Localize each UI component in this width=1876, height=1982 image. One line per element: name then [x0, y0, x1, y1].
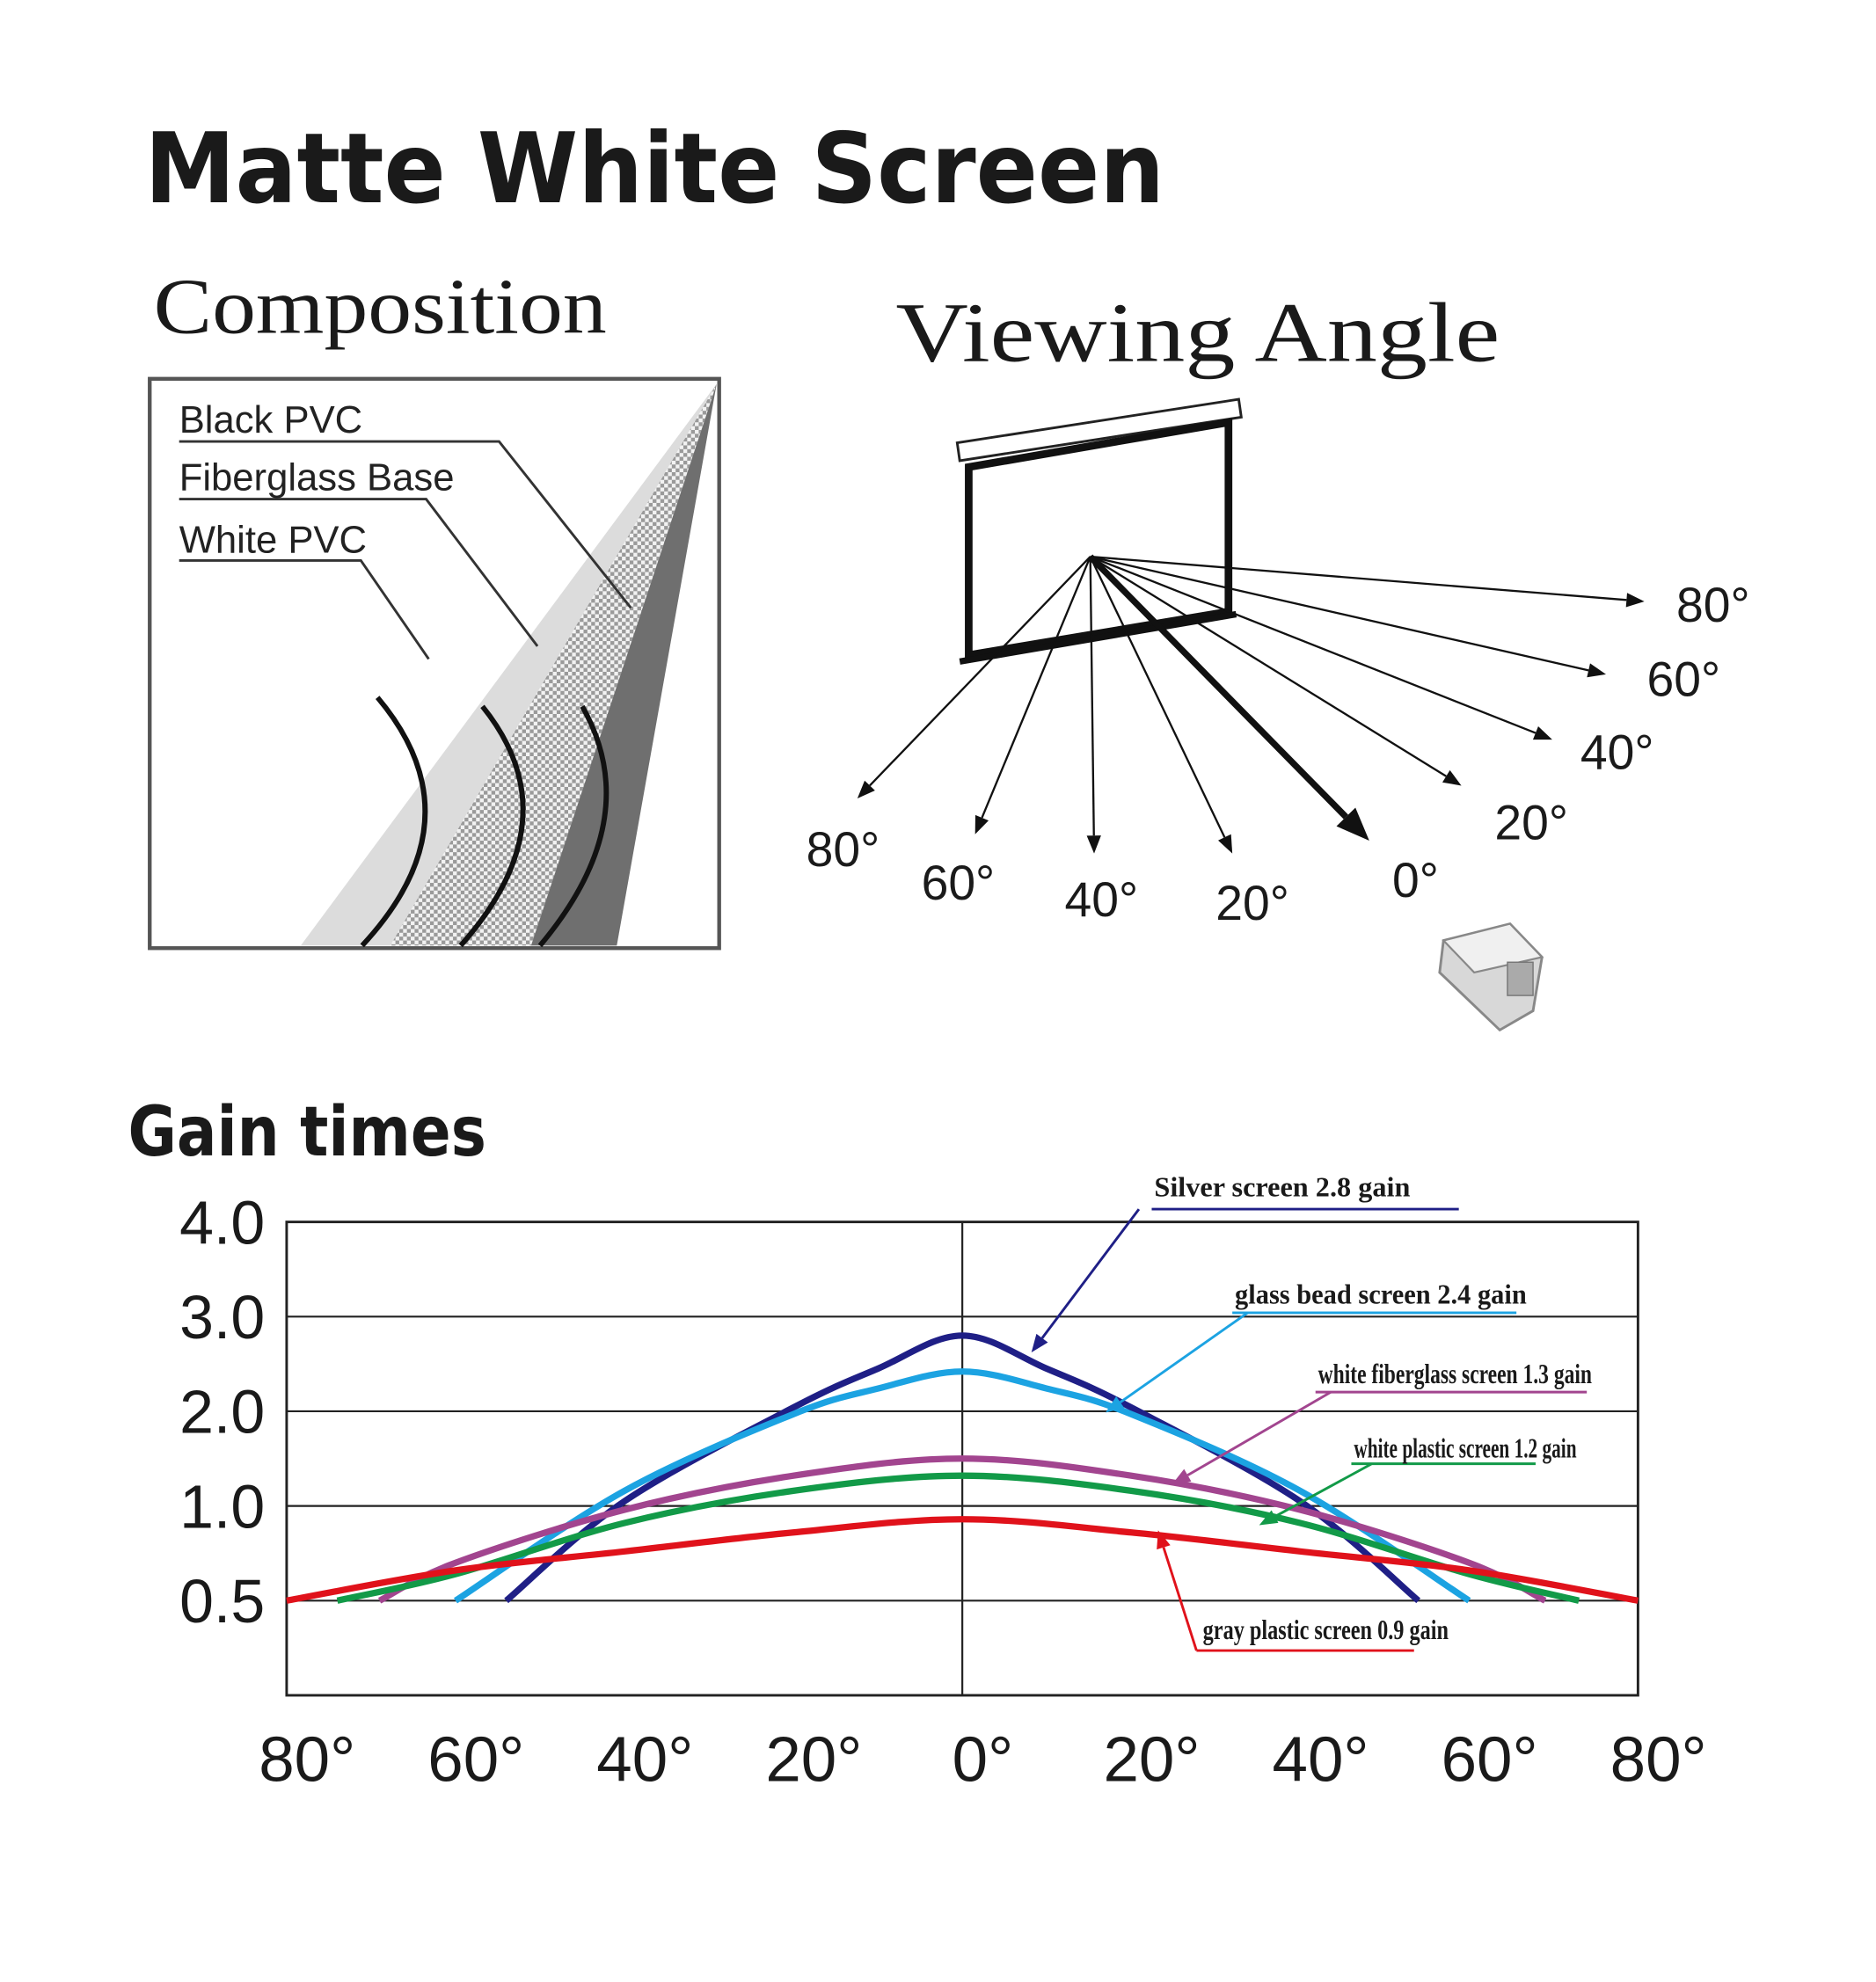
x-tick-label: 60°: [427, 1723, 524, 1795]
series-label: glass bead screen 2.4 gain: [1235, 1279, 1527, 1310]
series-line: [286, 1516, 1639, 1604]
angle-ray: [869, 556, 1091, 787]
x-tick-label: 80°: [259, 1723, 355, 1795]
angle-ray-head: [857, 780, 875, 799]
angle-label: 60°: [1647, 652, 1721, 707]
composition-heading: Composition: [154, 262, 607, 350]
x-tick-label: 20°: [765, 1723, 862, 1795]
series-label: Silver screen 2.8 gain: [1154, 1171, 1410, 1203]
x-tick-label: 20°: [1103, 1723, 1200, 1795]
label-leader-head: [1031, 1333, 1048, 1353]
screen-bar: [959, 610, 1237, 665]
angle-ray-head: [1218, 834, 1233, 854]
angle-ray-head: [1086, 835, 1101, 854]
white-pvc-layer: [300, 383, 717, 946]
x-tick-label: 60°: [1442, 1723, 1538, 1795]
leader-line: [179, 498, 539, 647]
angle-ray-head: [1625, 593, 1645, 608]
angle-ray: [1089, 557, 1095, 836]
y-tick-label: 0.5: [179, 1567, 265, 1636]
angle-ray: [1088, 554, 1348, 820]
label-leader: [1119, 1311, 1249, 1403]
series-label: white plastic screen 1.2 gain: [1354, 1432, 1576, 1463]
angle-label: 40°: [1065, 872, 1139, 927]
series-line: [504, 1332, 1421, 1604]
angle-label: 20°: [1215, 876, 1289, 930]
composition-diagram: Black PVC Fiberglass Base White PVC: [148, 376, 721, 951]
angle-ray-head: [1336, 807, 1369, 842]
layer-label: Fiberglass Base: [179, 455, 455, 499]
leader-line: [179, 558, 430, 660]
angle-label: 20°: [1494, 796, 1568, 850]
label-leader-head: [1259, 1510, 1279, 1526]
y-tick-label: 3.0: [179, 1283, 265, 1352]
series-line: [336, 1472, 1580, 1604]
angle-ray: [1090, 555, 1537, 734]
projector-lens: [1507, 961, 1534, 996]
layer-label: White PVC: [179, 519, 367, 562]
angle-label: 0°: [1392, 853, 1439, 907]
angle-ray-head: [1442, 769, 1462, 786]
x-tick-label: 40°: [1273, 1723, 1369, 1795]
y-tick-label: 1.0: [179, 1472, 265, 1541]
angle-ray: [981, 556, 1091, 819]
projector: [1438, 922, 1544, 1032]
chart-title: Gain times: [128, 1091, 485, 1172]
gain-chart: 0.5 1.0 2.0 3.0 4.0 80° 60° 40° 20° 0° 20° 40° 60° 80…: [179, 1171, 1707, 1796]
layer-label: Black PVC: [179, 398, 363, 441]
label-leader: [1274, 1462, 1373, 1518]
angle-ray: [1090, 556, 1447, 777]
series-line: [377, 1455, 1547, 1604]
series-label: white fiberglass screen 1.3 gain: [1318, 1358, 1593, 1389]
projector-top: [1442, 922, 1544, 974]
angle-label: 60°: [922, 856, 996, 910]
angle-label: 80°: [1676, 578, 1750, 632]
page-title: Matte White Screen: [144, 113, 1164, 226]
series-line: [453, 1368, 1471, 1604]
viewing-angle-heading: Viewing Angle: [895, 285, 1500, 379]
layer-curve: [458, 704, 526, 948]
plot-frame: [285, 1221, 1639, 1697]
series-label: gray plastic screen 0.9 gain: [1203, 1614, 1449, 1645]
angle-label: 80°: [807, 822, 880, 877]
y-tick-label: 2.0: [179, 1378, 265, 1446]
label-leader: [1040, 1208, 1141, 1339]
label-leader-head: [1106, 1396, 1125, 1413]
layer-curve: [537, 704, 610, 948]
viewing-angle-diagram: 80°60°40°20°0°20°40°60°80°: [807, 397, 1750, 1032]
screen-roller: [955, 397, 1243, 463]
angle-label: 40°: [1580, 725, 1654, 780]
angle-ray: [1090, 555, 1627, 601]
angle-ray: [1089, 556, 1226, 838]
angle-ray-head: [1532, 726, 1552, 740]
layer-curve: [360, 696, 428, 948]
x-tick-label: 80°: [1610, 1723, 1707, 1795]
label-leader: [1186, 1390, 1332, 1476]
label-leader-head: [1172, 1468, 1192, 1484]
y-tick-label: 4.0: [179, 1188, 265, 1257]
x-tick-label: 0°: [953, 1723, 1014, 1795]
x-tick-label: 40°: [596, 1723, 693, 1795]
angle-ray-head: [974, 814, 989, 834]
label-leader: [1162, 1547, 1198, 1651]
angle-ray: [1090, 555, 1589, 672]
label-leader-head: [1157, 1530, 1171, 1550]
leader-line: [179, 440, 632, 609]
angle-ray-head: [1587, 663, 1606, 678]
